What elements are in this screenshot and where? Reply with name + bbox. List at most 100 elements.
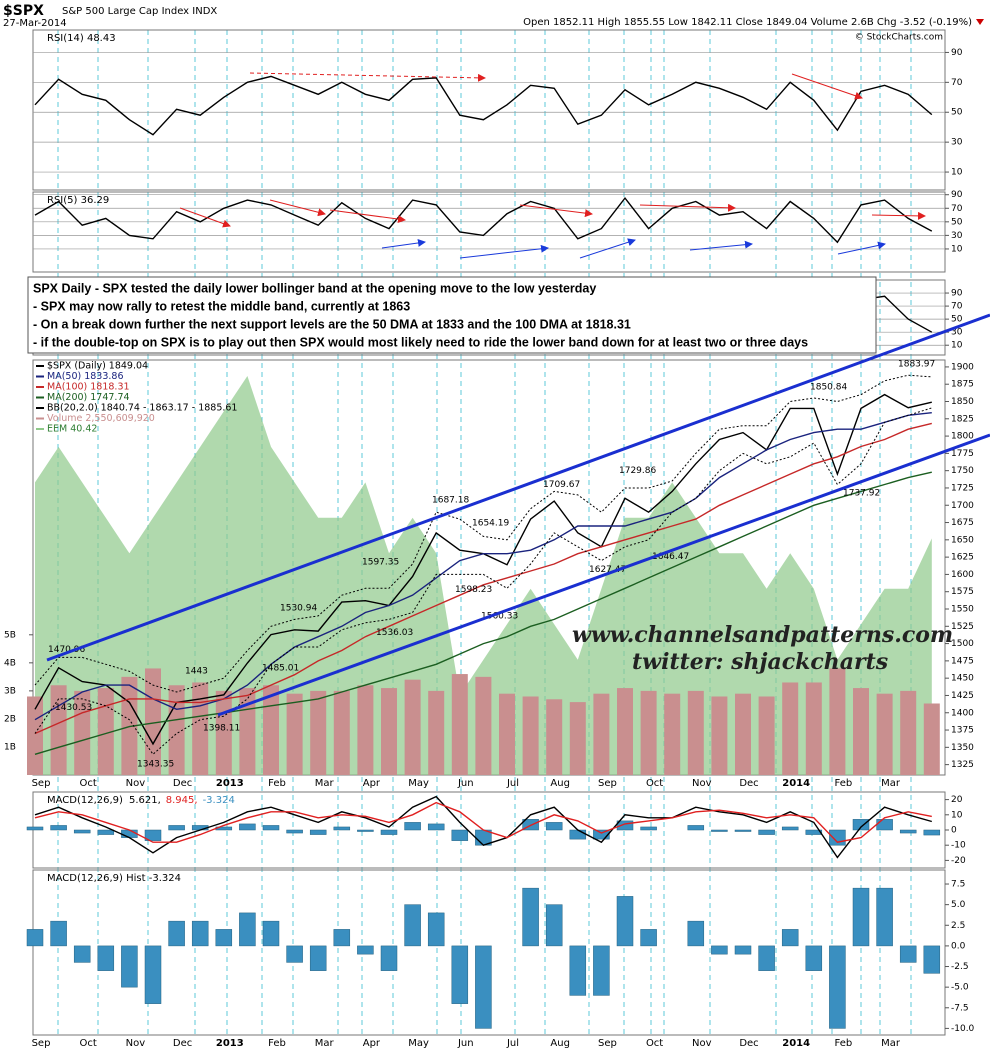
note-line: - if the double-top on SPX is to play ou… xyxy=(33,335,808,349)
arrow xyxy=(249,72,486,82)
x-tick-label: Aug xyxy=(550,1038,570,1049)
series-line xyxy=(34,471,932,755)
pivot-label: 1654.19 xyxy=(472,518,509,528)
x-tick-label: Apr xyxy=(363,1038,381,1049)
bar xyxy=(427,823,445,831)
plot-layer: 10 30 50 70 90 RSI(14) 48.43 10 30 50 70 90 RSI(5) … xyxy=(4,33,975,1049)
arrow xyxy=(329,209,406,224)
symbol: $SPX xyxy=(3,3,44,19)
bar xyxy=(404,822,421,831)
series-line xyxy=(34,75,933,136)
note-line: - SPX may now rally to retest the middle… xyxy=(33,299,410,313)
series-line xyxy=(34,196,933,244)
y-tick-label: 1475 xyxy=(951,656,974,666)
note-line: - On a break down further the next suppo… xyxy=(33,317,631,331)
bar xyxy=(404,679,421,775)
legend-entry: 8.945, xyxy=(166,795,198,806)
y-tick-label: 1400 xyxy=(951,708,974,718)
bar xyxy=(640,690,657,775)
y-tick-label: 90 xyxy=(951,190,963,200)
bar xyxy=(805,682,822,775)
pivot-label: 1443 xyxy=(185,667,208,677)
bar xyxy=(923,945,941,974)
bar xyxy=(262,920,280,947)
bar xyxy=(664,693,681,775)
pivot-label: 1850.84 xyxy=(810,382,847,392)
y-tick-label: 1875 xyxy=(951,380,974,390)
panel-frame xyxy=(32,869,946,1036)
bar xyxy=(475,676,492,775)
y2-tick-label: 1B xyxy=(4,742,16,752)
bar xyxy=(97,688,114,775)
bar xyxy=(357,829,374,832)
bar xyxy=(923,703,940,775)
y-tick-label: 0 xyxy=(951,826,957,836)
bar xyxy=(309,945,327,971)
bar xyxy=(73,945,91,963)
y-tick-label: -10 xyxy=(951,841,966,851)
bar xyxy=(309,829,327,835)
y-tick-label: 1625 xyxy=(951,553,974,563)
y-tick-label: 50 xyxy=(951,217,963,227)
bar xyxy=(687,690,704,775)
y-tick-label: 7.5 xyxy=(951,880,965,890)
bar xyxy=(333,690,350,775)
x-tick-label: Nov xyxy=(126,778,146,789)
bar xyxy=(617,688,633,775)
panel-frame xyxy=(32,29,946,191)
bar xyxy=(735,693,751,775)
y-tick-label: 10 xyxy=(951,244,963,254)
x-tick-label: May xyxy=(408,778,429,789)
arrow xyxy=(791,73,863,100)
y-tick-label: 2.5 xyxy=(951,921,965,931)
x-tick-label: Apr xyxy=(363,778,381,789)
watermark-twitter: twitter: shjackcharts xyxy=(632,649,888,675)
bar xyxy=(900,690,917,775)
bar xyxy=(168,920,185,947)
bar xyxy=(593,693,610,775)
bar xyxy=(286,693,303,775)
y-tick-label: 1825 xyxy=(951,414,974,424)
x-tick-label: Mar xyxy=(315,778,335,789)
panel-title: MACD(12,26,9) xyxy=(47,795,123,806)
x-tick-label: Sep xyxy=(598,778,617,789)
arrow xyxy=(519,204,593,218)
arrow xyxy=(837,241,886,255)
y-tick-label: 1350 xyxy=(951,743,974,753)
quote: Open 1852.11 High 1855.55 Low 1842.11 Cl… xyxy=(523,17,972,28)
bar xyxy=(852,819,870,831)
note-frame xyxy=(27,276,877,354)
date: 27-Mar-2014 xyxy=(3,18,67,29)
note-box: SPX Daily - SPX tested the daily lower b… xyxy=(27,276,877,354)
bar xyxy=(168,825,185,831)
x-tick-label: 2013 xyxy=(216,778,244,789)
pivot-label: 1430.53 xyxy=(55,703,92,713)
bar xyxy=(357,685,374,775)
arrow xyxy=(179,207,231,228)
note-line: SPX Daily - SPX tested the daily lower b… xyxy=(33,281,596,295)
y-tick-label: 1775 xyxy=(951,449,974,459)
bar xyxy=(640,826,657,831)
bar xyxy=(428,690,445,775)
bar xyxy=(286,829,303,834)
header: $SPX S&P 500 Large Cap Index INDX 27-Mar… xyxy=(3,3,984,43)
pivot-label: 1687.18 xyxy=(432,496,469,506)
arrow xyxy=(579,238,636,259)
pivot-label: 1646.47 xyxy=(652,552,689,562)
bar xyxy=(711,945,728,955)
y-tick-label: 1750 xyxy=(951,466,974,476)
bar xyxy=(97,829,115,835)
watermark-site: www.channelsandpatterns.com xyxy=(572,622,953,648)
bar xyxy=(616,896,634,947)
bar xyxy=(829,668,846,775)
x-tick-label: 2014 xyxy=(782,1038,810,1049)
y-tick-label: -20 xyxy=(951,856,966,866)
channel-line xyxy=(46,313,990,662)
bar xyxy=(829,829,846,846)
bar xyxy=(239,823,256,831)
bar xyxy=(381,688,397,775)
y2-tick-label: 2B xyxy=(4,714,16,724)
y-tick-label: -5.0 xyxy=(951,983,969,993)
bar xyxy=(852,887,870,947)
